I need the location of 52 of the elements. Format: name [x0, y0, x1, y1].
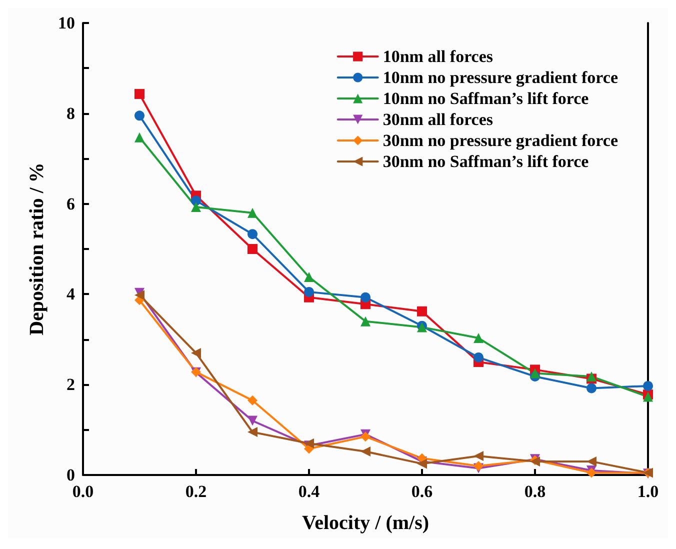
x-tick-label: 0.0: [72, 482, 94, 501]
point: [248, 229, 258, 240]
legend-label: 10nm no Saffman’s lift force: [382, 89, 590, 108]
point: [474, 333, 484, 344]
point: [248, 244, 258, 254]
point: [586, 468, 596, 478]
point: [248, 395, 258, 406]
x-tick-label: 0.8: [524, 482, 546, 501]
point: [134, 110, 144, 121]
x-tick-label: 1.0: [637, 482, 659, 501]
point: [474, 451, 484, 462]
y-tick-label: 6: [66, 194, 75, 214]
point: [530, 368, 540, 378]
y-axis-title: Deposition ratio / %: [26, 162, 48, 336]
legend-label: 10nm all forces: [382, 47, 494, 66]
point: [586, 371, 596, 382]
x-tick-label: 0.4: [298, 482, 320, 501]
point: [248, 208, 258, 218]
point: [134, 132, 144, 142]
point: [417, 306, 427, 316]
legend-label: 10nm no pressure gradient force: [382, 68, 618, 87]
point: [304, 286, 314, 297]
point: [191, 196, 201, 206]
point: [360, 292, 370, 302]
y-tick-label: 0: [66, 466, 75, 484]
point: [191, 348, 201, 358]
point: [360, 432, 370, 442]
y-tick-label: 2: [66, 375, 75, 394]
point: [191, 202, 201, 212]
point: [304, 444, 314, 454]
legend-label: 30nm all forces: [382, 110, 494, 129]
x-tick-label: 0.6: [411, 482, 433, 501]
point: [417, 458, 427, 469]
point: [248, 416, 258, 426]
point: [360, 446, 370, 456]
point: [304, 272, 314, 282]
point: [304, 438, 314, 448]
point: [248, 427, 258, 438]
y-tick-label: 8: [66, 104, 75, 123]
y-tick-label: 4: [66, 284, 76, 304]
x-axis-title: Velocity / (m/s): [302, 512, 430, 534]
legend-label: 30nm no pressure gradient force: [382, 131, 618, 150]
point: [360, 316, 370, 326]
point: [586, 383, 596, 394]
point: [643, 380, 653, 391]
point: [134, 290, 144, 300]
point: [474, 352, 484, 362]
y-tick-label: 10: [58, 14, 75, 32]
point: [474, 460, 484, 471]
point: [134, 88, 144, 99]
legend-label: 30nm no Saffman’s lift force: [382, 152, 590, 171]
x-tick-label: 0.2: [185, 482, 207, 501]
